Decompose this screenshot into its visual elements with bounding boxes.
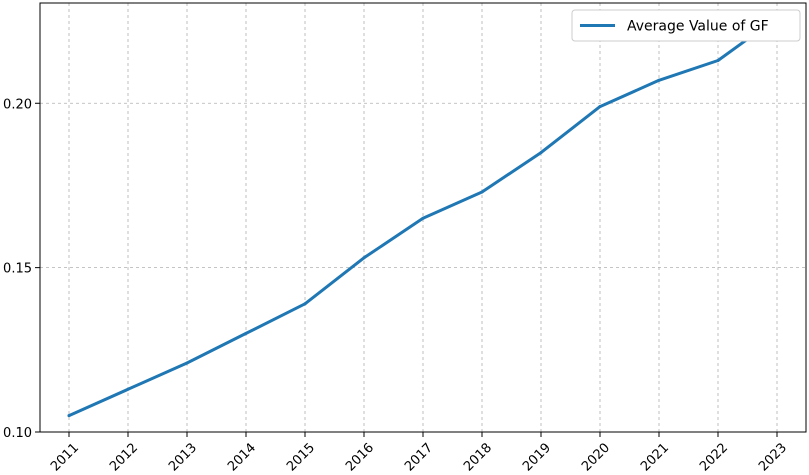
x-tick-label: 2022	[697, 440, 731, 474]
x-tick-label: 2018	[461, 440, 495, 474]
legend: Average Value of GF	[571, 9, 801, 42]
data-point	[598, 105, 602, 109]
data-point	[539, 151, 543, 155]
data-point	[303, 302, 307, 306]
y-axis: 0.10 0.15 0.20	[3, 97, 40, 441]
data-point	[716, 59, 720, 63]
x-tick-label: 2023	[756, 440, 790, 474]
data-point	[67, 414, 71, 418]
data-point	[657, 78, 661, 82]
data-point	[244, 331, 248, 335]
data-point	[362, 256, 366, 260]
x-tick-label: 2020	[579, 440, 613, 474]
x-tick-label: 2021	[638, 440, 672, 474]
legend-box	[571, 9, 801, 42]
x-tick-label: 2016	[343, 440, 377, 474]
x-tick-label: 2014	[225, 440, 259, 474]
data-point	[126, 387, 130, 391]
y-tick-label: 0.15	[3, 262, 32, 277]
y-tick-label: 0.20	[3, 97, 32, 112]
y-tick-label: 0.10	[3, 426, 32, 441]
x-tick-label: 2017	[402, 440, 436, 474]
x-tick-label: 2012	[107, 440, 141, 474]
x-tick-label: 2019	[520, 440, 554, 474]
data-point	[480, 190, 484, 194]
x-tick-label: 2011	[48, 440, 82, 474]
x-axis: 2011 2012 2013 2014 2015 2016 2017 2018 2019 2020…	[48, 432, 790, 474]
legend-label: Average Value of GF	[627, 19, 769, 35]
series-layer	[67, 16, 779, 418]
x-tick-label: 2013	[166, 440, 200, 474]
data-point	[421, 216, 425, 220]
data-point	[185, 361, 189, 365]
x-tick-label: 2015	[284, 440, 318, 474]
